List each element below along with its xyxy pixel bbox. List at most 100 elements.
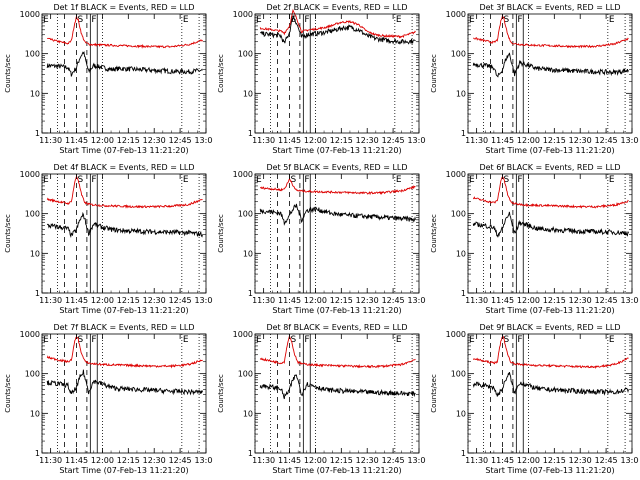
y-tick-label: 10: [456, 89, 466, 98]
x-tick-label: 12:15: [117, 136, 140, 145]
x-axis-label: Start Time (07-Feb-13 11:21:20): [485, 466, 614, 475]
events-series-line: [472, 211, 629, 238]
y-axis-label: Counts/sec: [4, 54, 12, 93]
time-marker-label: E: [43, 335, 49, 345]
time-marker-label: E: [43, 15, 49, 25]
x-tick-label: 12:15: [543, 296, 566, 305]
y-tick-label: 100: [25, 370, 40, 379]
time-marker-label: S: [291, 335, 297, 345]
panel-chart: Det 2f BLACK = Events, RED = LLD E S F E 1 10 1…: [217, 3, 426, 155]
x-axis-label: Start Time (07-Feb-13 11:21:20): [485, 306, 614, 315]
y-tick-label: 1: [461, 129, 466, 138]
y-axis-label: Counts/sec: [217, 374, 225, 413]
time-marker-label: S: [504, 15, 510, 25]
y-tick-label: 1000: [446, 330, 466, 339]
plot-frame: [467, 173, 633, 294]
detector-panel: Det 2f BLACK = Events, RED = LLD E S F E 1 10 1…: [213, 0, 426, 160]
x-tick-label: 12:30: [143, 456, 166, 465]
events-series-line: [259, 15, 416, 45]
detector-panel: Det 6f BLACK = Events, RED = LLD E S F E 1 10 1…: [426, 160, 639, 320]
y-tick-label: 1: [461, 449, 466, 458]
x-tick-label: 11:30: [39, 456, 62, 465]
x-tick-label: 12:00: [91, 296, 114, 305]
detector-panel: Det 5f BLACK = Events, RED = LLD E S F E 1 10 1…: [213, 160, 426, 320]
x-tick-label: 13:00: [407, 136, 426, 145]
y-axis-label: Counts/sec: [4, 214, 12, 253]
y-tick-label: 1000: [233, 10, 253, 19]
y-axis-label: Counts/sec: [430, 214, 438, 253]
y-tick-label: 10: [30, 89, 40, 98]
x-tick-label: 12:15: [330, 296, 353, 305]
time-marker-label: E: [396, 335, 402, 345]
panel-title: Det 2f BLACK = Events, RED = LLD: [266, 3, 407, 12]
x-axis-label: Start Time (07-Feb-13 11:21:20): [59, 146, 188, 155]
lld-series-line: [46, 174, 203, 209]
time-marker-label: S: [504, 335, 510, 345]
x-tick-label: 12:45: [169, 296, 192, 305]
time-marker-label: F: [304, 15, 309, 25]
time-marker-label: F: [91, 15, 96, 25]
y-tick-label: 100: [451, 210, 466, 219]
x-tick-label: 11:30: [252, 136, 275, 145]
detector-panel: Det 1f BLACK = Events, RED = LLD E S F E 1 10 1…: [0, 0, 213, 160]
x-tick-label: 13:00: [620, 456, 639, 465]
x-tick-label: 12:00: [517, 136, 540, 145]
detector-panel: Det 4f BLACK = Events, RED = LLD E S F E 1 10 1…: [0, 160, 213, 320]
x-axis-label: Start Time (07-Feb-13 11:21:20): [485, 146, 614, 155]
plot-frame: [254, 13, 420, 134]
x-tick-label: 11:30: [465, 136, 488, 145]
y-tick-label: 100: [238, 210, 253, 219]
y-tick-label: 100: [451, 50, 466, 59]
time-marker-label: E: [183, 15, 189, 25]
x-tick-label: 11:30: [39, 296, 62, 305]
y-tick-label: 100: [238, 370, 253, 379]
detector-panel: Det 7f BLACK = Events, RED = LLD E S F E 1 10 1…: [0, 320, 213, 480]
x-tick-label: 11:30: [465, 296, 488, 305]
time-marker-label: S: [291, 175, 297, 185]
panel-title: Det 8f BLACK = Events, RED = LLD: [266, 323, 407, 332]
x-tick-label: 12:30: [569, 136, 592, 145]
y-tick-label: 10: [30, 249, 40, 258]
x-tick-label: 12:15: [117, 456, 140, 465]
y-tick-label: 1: [248, 289, 253, 298]
y-tick-label: 10: [243, 89, 253, 98]
x-tick-label: 11:30: [252, 456, 275, 465]
plot-frame: [41, 173, 207, 294]
x-tick-label: 11:45: [65, 136, 88, 145]
time-marker-label: E: [396, 15, 402, 25]
x-tick-label: 12:45: [595, 296, 618, 305]
time-marker-label: E: [256, 335, 262, 345]
x-tick-label: 12:00: [91, 456, 114, 465]
x-tick-label: 12:45: [169, 456, 192, 465]
x-tick-label: 13:00: [620, 296, 639, 305]
events-series-line: [472, 371, 629, 397]
x-tick-label: 13:00: [194, 136, 213, 145]
events-series-line: [46, 50, 203, 77]
x-tick-label: 12:30: [356, 136, 379, 145]
x-tick-label: 11:45: [491, 456, 514, 465]
y-tick-label: 1: [248, 129, 253, 138]
x-axis-label: Start Time (07-Feb-13 11:21:20): [272, 466, 401, 475]
x-axis-label: Start Time (07-Feb-13 11:21:20): [59, 306, 188, 315]
detector-panel: Det 8f BLACK = Events, RED = LLD E S F E 1 10 1…: [213, 320, 426, 480]
x-tick-label: 12:00: [517, 456, 540, 465]
x-tick-label: 12:00: [91, 136, 114, 145]
x-tick-label: 12:45: [169, 136, 192, 145]
y-axis-label: Counts/sec: [217, 214, 225, 253]
y-tick-label: 100: [451, 370, 466, 379]
time-marker-label: E: [469, 175, 475, 185]
time-marker-label: E: [183, 175, 189, 185]
x-tick-label: 11:30: [252, 296, 275, 305]
x-tick-label: 13:00: [407, 296, 426, 305]
x-tick-label: 11:45: [278, 296, 301, 305]
time-marker-label: E: [256, 175, 262, 185]
x-tick-label: 12:30: [143, 136, 166, 145]
x-tick-label: 12:15: [330, 456, 353, 465]
y-tick-label: 1000: [233, 330, 253, 339]
panel-chart: Det 7f BLACK = Events, RED = LLD E S F E 1 10 1…: [4, 323, 213, 475]
x-tick-label: 12:45: [382, 296, 405, 305]
panel-title: Det 7f BLACK = Events, RED = LLD: [53, 323, 194, 332]
time-marker-label: E: [469, 335, 475, 345]
x-axis-label: Start Time (07-Feb-13 11:21:20): [272, 146, 401, 155]
